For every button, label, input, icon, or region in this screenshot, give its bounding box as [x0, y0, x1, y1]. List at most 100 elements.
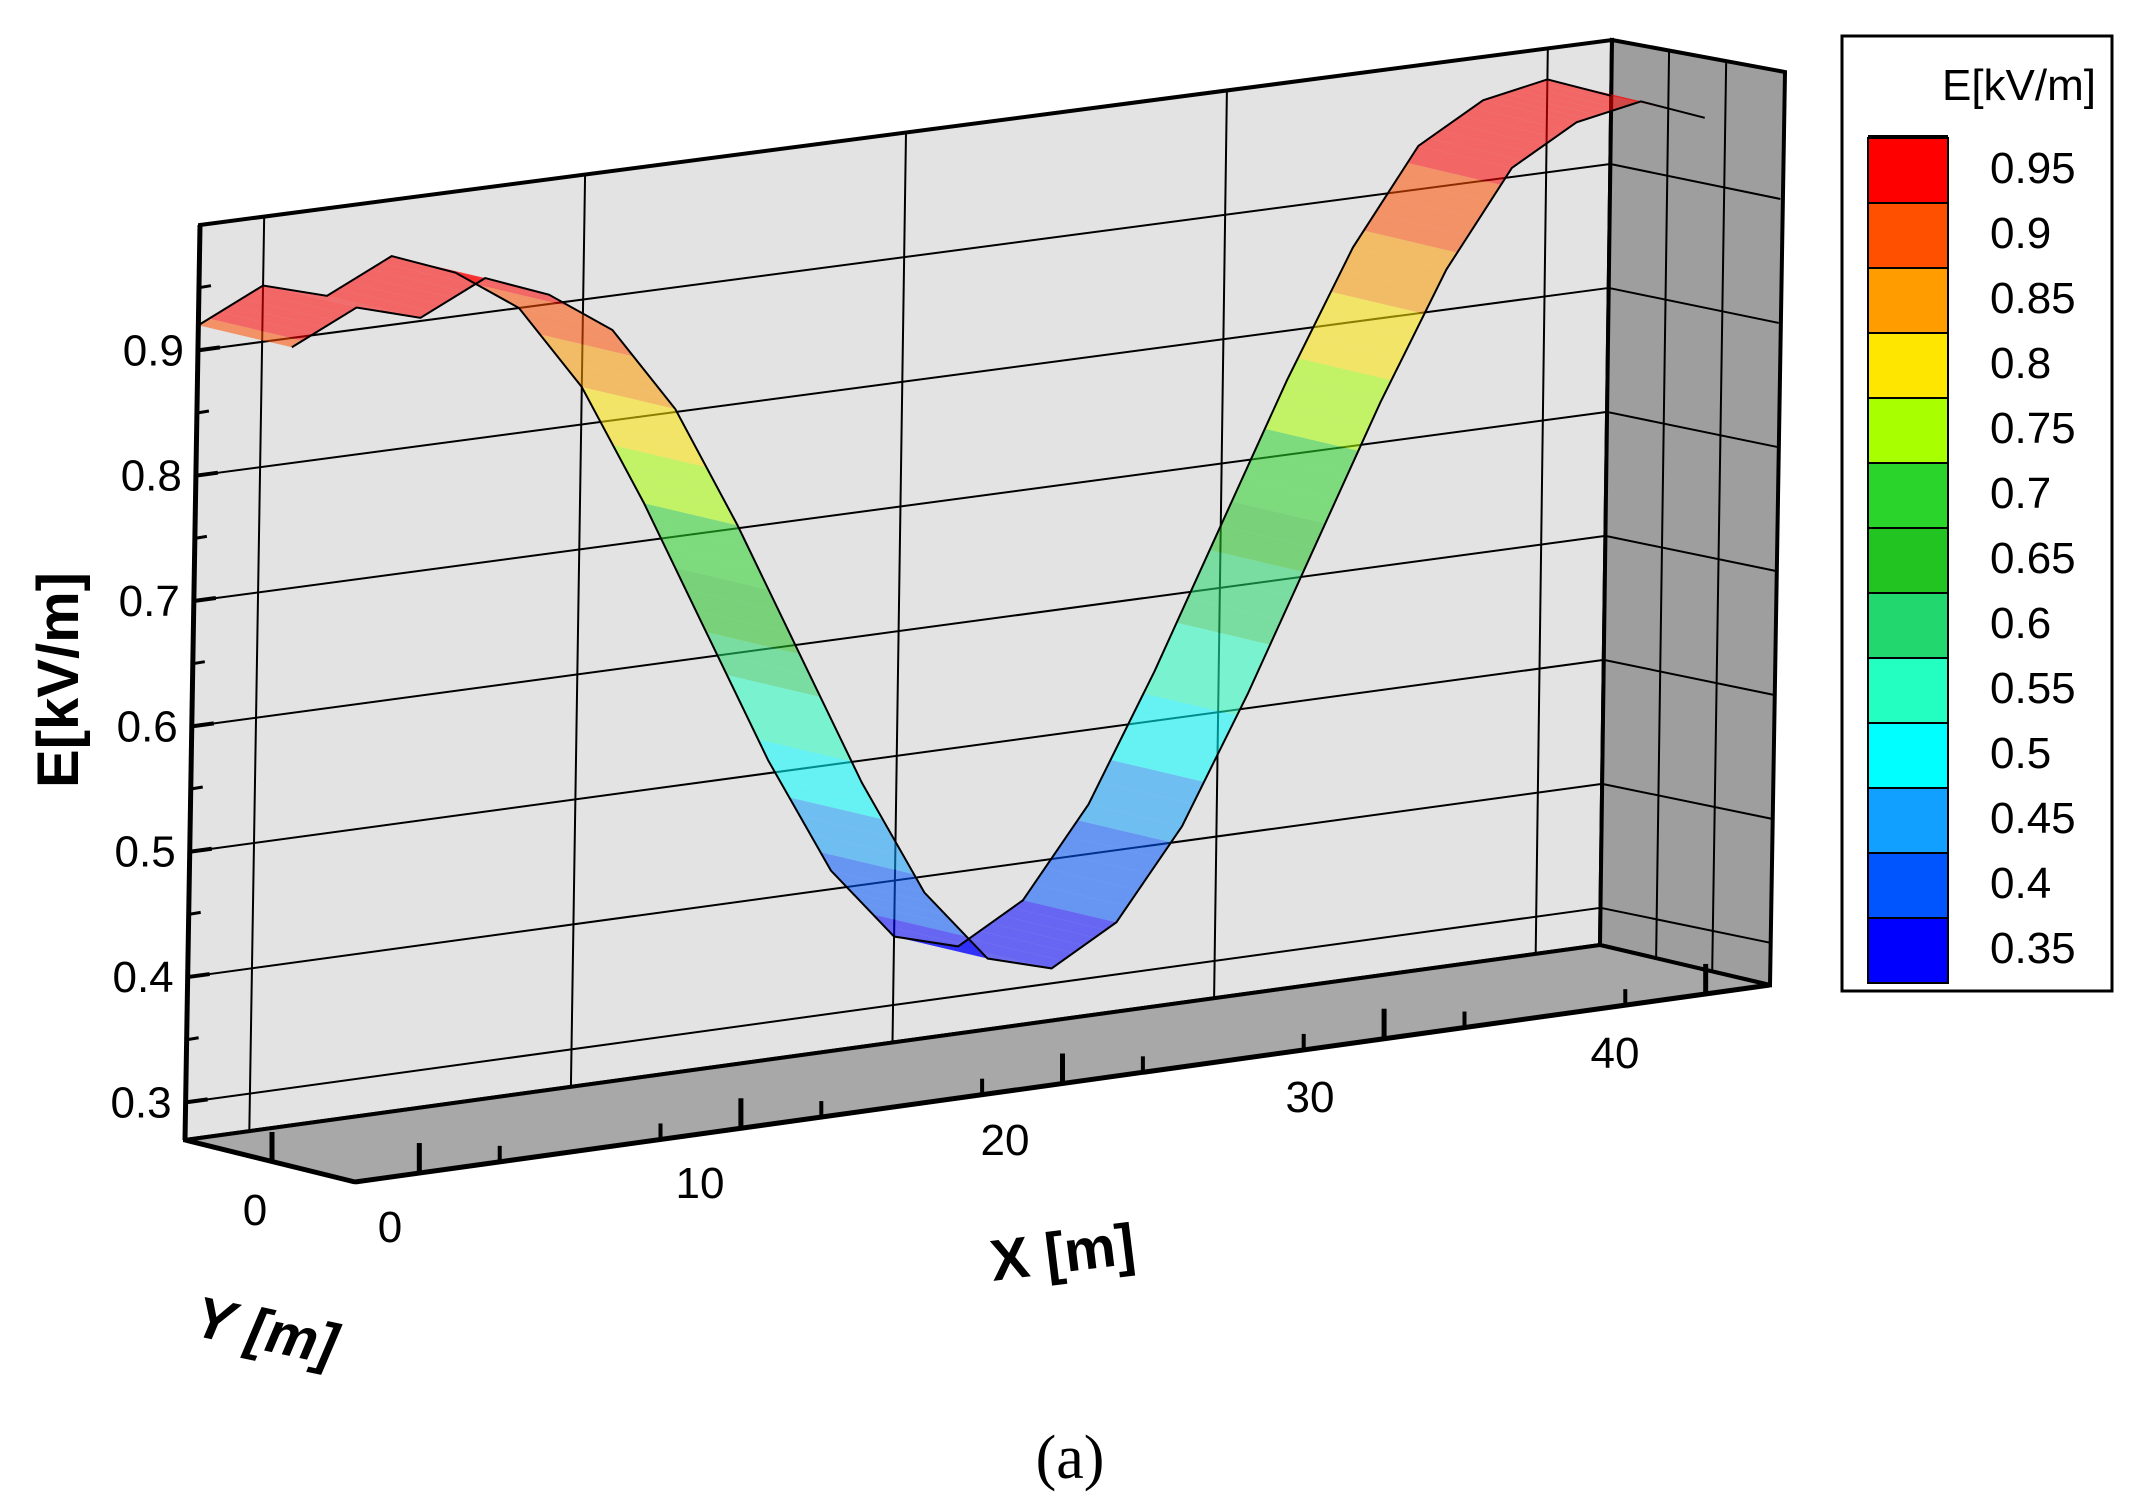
z-tick-label: 0.8: [121, 452, 182, 501]
legend-swatch: [1867, 592, 1949, 659]
surface-cell: [529, 321, 634, 357]
legend-level-label: 0.75: [1990, 404, 2076, 453]
surface-cell: [747, 717, 852, 762]
side-gridline: [1610, 162, 1781, 200]
z-tick-label: 0.7: [119, 577, 180, 626]
z-minor-tick: [198, 284, 212, 290]
surface-cell: [487, 290, 592, 319]
surface-cell: [1121, 715, 1227, 760]
surface-cell: [623, 464, 728, 506]
z-tick-label: 0.3: [110, 1078, 171, 1127]
x-gridline: [248, 216, 266, 1132]
surface-cell: [737, 696, 842, 740]
surface-cell: [359, 269, 464, 298]
z-tick: [197, 345, 221, 353]
surface-cell: [612, 445, 717, 487]
surface-cell: [1253, 428, 1359, 475]
z-tick-label: 0.5: [115, 828, 176, 877]
surface-cell: [1198, 549, 1304, 597]
surface-cell: [1461, 107, 1566, 138]
surface-cell: [820, 852, 925, 893]
surface-edge: [291, 100, 1706, 970]
surface-cell: [1418, 138, 1523, 168]
legend-swatch: [1867, 917, 1949, 984]
legend-level-label: 0.85: [1990, 274, 2076, 323]
surface-cell: [654, 524, 759, 569]
side-gridline: [1603, 658, 1774, 696]
surface-cell: [1385, 179, 1491, 219]
surface-cell: [370, 262, 475, 292]
surface-cell: [263, 285, 368, 310]
surface-cell: [990, 915, 1095, 946]
legend-swatch: [1867, 462, 1949, 529]
x-tick-label: 40: [1591, 1029, 1640, 1078]
surface-cell: [380, 256, 486, 285]
legend-swatch: [1867, 657, 1949, 724]
surface-cell: [348, 275, 453, 305]
surface-cell: [571, 373, 676, 409]
legend-swatch: [1867, 267, 1949, 334]
surface-cell: [716, 653, 821, 698]
surface-cell: [602, 425, 707, 468]
x-gridline: [1534, 48, 1549, 954]
surface-cell: [1022, 884, 1128, 923]
surface-cell: [1220, 501, 1326, 548]
surface-cell: [968, 931, 1074, 961]
surface-cell: [1132, 693, 1238, 738]
z-minor-tick: [196, 409, 210, 415]
side-gridline: [1655, 50, 1671, 959]
surface-cell: [1110, 737, 1216, 782]
surface-cell: [675, 567, 779, 612]
surface-cell: [1099, 759, 1205, 805]
x-axis: 0 10 20 30 40: [354, 963, 1771, 1252]
surface-cell: [633, 483, 738, 526]
legend-level-label: 0.5: [1990, 729, 2051, 778]
z-minor-tick: [188, 910, 201, 916]
z-tick-label: 0.6: [117, 702, 178, 751]
y-axis: 0: [184, 1132, 356, 1235]
side-gridline: [1711, 61, 1728, 972]
legend-level-label: 0.95: [1990, 144, 2076, 193]
surface-cell: [198, 318, 303, 348]
surface-cell: [915, 939, 1020, 964]
surface-cell: [936, 943, 1041, 967]
surface-cell: [789, 797, 894, 838]
surface-cell: [284, 288, 389, 313]
legend-swatch: [1867, 527, 1949, 594]
surface-cell: [695, 610, 800, 655]
surface-cell: [904, 938, 1009, 962]
color-legend: E[kV/m] 0.95 0.9 0.85 0.8 0.75 0.7 0.65 0.6 0.55…: [1840, 34, 2114, 993]
z-axis: 0.9 0.8 0.7 0.6 0.5 0.4 0.3: [110, 224, 221, 1141]
surface-cell: [1055, 836, 1161, 875]
surface-cell: [1033, 868, 1139, 907]
surface-cell: [592, 406, 697, 448]
surface-cell: [810, 833, 914, 875]
z-minor-tick: [192, 660, 206, 666]
surface-cell: [508, 302, 613, 330]
surface-cell: [1088, 782, 1194, 827]
surface-cell: [873, 914, 978, 948]
z-tick: [185, 1097, 208, 1105]
z-tick: [189, 846, 212, 854]
surface-cell: [466, 278, 571, 307]
x-tick-label: 0: [378, 1203, 402, 1252]
surface-cell: [1264, 404, 1370, 451]
x-tick-label: 30: [1286, 1073, 1335, 1122]
surface-cell: [1341, 247, 1447, 292]
legend-level-label: 0.55: [1990, 664, 2076, 713]
surface-cell: [1330, 269, 1436, 314]
surface-cell: [476, 284, 581, 313]
surface-cell: [851, 892, 956, 926]
surface-cell: [550, 347, 655, 383]
surface-cell: [1374, 196, 1480, 236]
surface-cell: [1275, 380, 1381, 427]
surface-cell: [958, 938, 1063, 969]
surface-cell: [1504, 89, 1609, 116]
legend-swatch: [1867, 852, 1949, 919]
panel-label: (a): [1036, 1424, 1105, 1492]
surface-cell: [1352, 230, 1458, 270]
legend-swatch: [1867, 332, 1949, 399]
z-tick-label: 0.4: [112, 953, 173, 1002]
surface-cell: [273, 287, 378, 311]
surface-cell: [979, 923, 1085, 954]
